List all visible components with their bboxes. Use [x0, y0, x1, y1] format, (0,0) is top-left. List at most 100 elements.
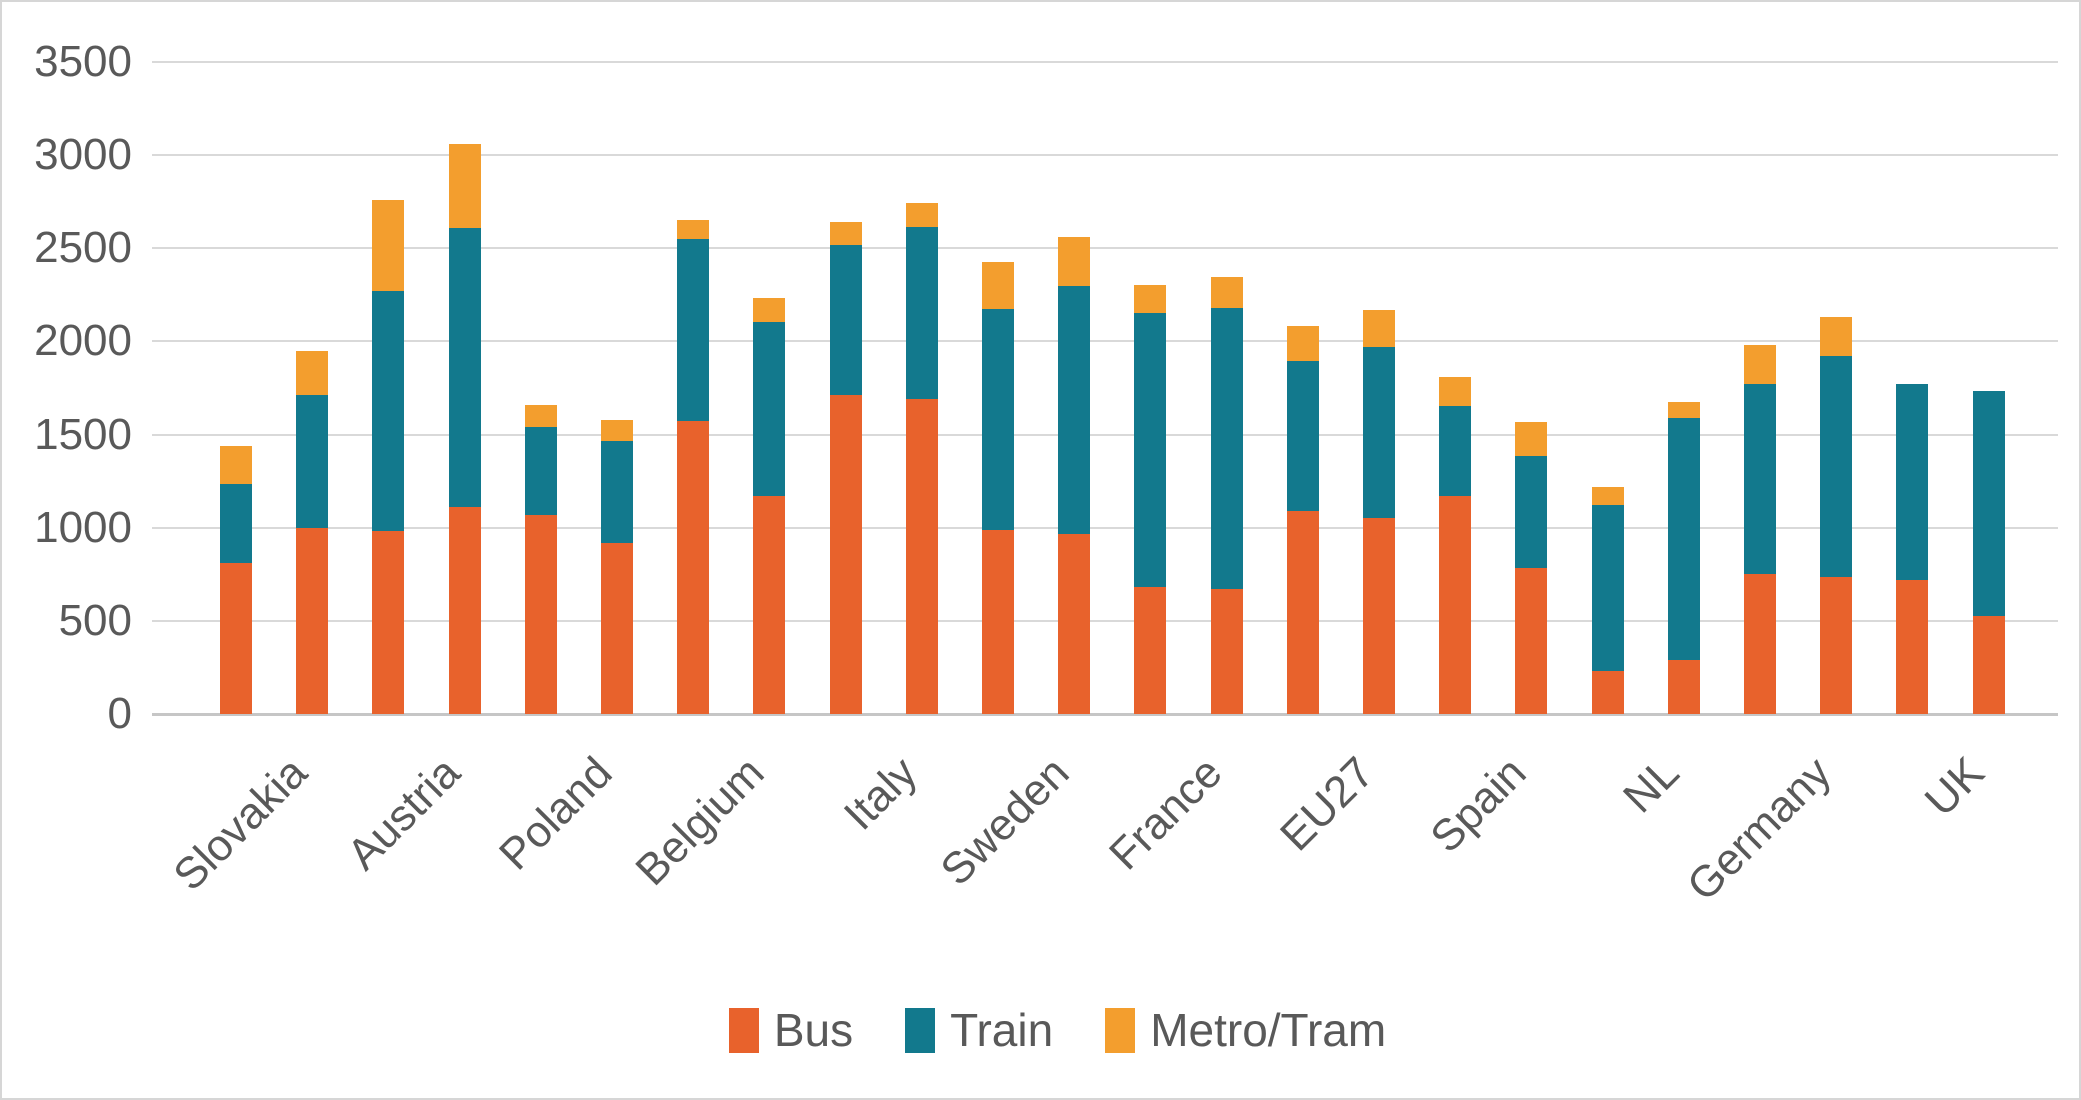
- bar-segment-metro-tram-8: [829, 222, 862, 246]
- bar-segment-metro-tram-14: [1286, 325, 1319, 361]
- bar-segment-bus-23: [1972, 616, 2005, 714]
- bar-segment-metro-tram-3: [448, 143, 481, 228]
- bar-segment-metro-tram-9: [905, 202, 938, 227]
- y-tick-label-3000: 3000: [34, 130, 132, 180]
- y-tick-label-1000: 1000: [34, 502, 132, 552]
- bar-segment-bus-21: [1820, 577, 1853, 714]
- bar-segment-metro-tram-19: [1667, 401, 1700, 418]
- x-tick-label-spain: Spain: [1421, 747, 1536, 863]
- gridline-1000: [152, 526, 2058, 529]
- x-tick-label-france: France: [1099, 747, 1232, 880]
- bar-segment-bus-10: [982, 529, 1014, 714]
- gridline-2500: [152, 247, 2058, 250]
- gridline-2000: [152, 340, 2058, 343]
- bar-segment-metro-tram-21: [1820, 317, 1853, 357]
- bar-segment-bus-4: [524, 514, 557, 714]
- bar-segment-train-20: [1744, 384, 1776, 575]
- bar-segment-bus-16: [1439, 496, 1472, 714]
- bar-segment-train-3: [448, 227, 481, 508]
- y-tick-label-2500: 2500: [34, 223, 132, 273]
- bar-segment-bus-14: [1286, 510, 1319, 714]
- chart-legend: Bus Train Metro/Tram: [2, 1004, 2079, 1056]
- x-tick-label-uk: UK: [1915, 747, 1994, 826]
- bar-segment-train-13: [1210, 307, 1243, 590]
- bar-segment-bus-22: [1896, 579, 1929, 714]
- legend-label: Metro/Tram: [1150, 1004, 1387, 1056]
- bar-segment-train-16: [1439, 405, 1472, 497]
- bar-segment-bus-7: [753, 496, 786, 714]
- bar-segment-train-11: [1058, 285, 1091, 535]
- bar-segment-train-0: [220, 483, 252, 564]
- bar-segment-train-1: [296, 395, 329, 528]
- gridline-3500: [152, 61, 2058, 63]
- bar-segment-metro-tram-18: [1591, 486, 1624, 506]
- bar-segment-bus-6: [677, 420, 710, 714]
- bar-segment-metro-tram-15: [1363, 309, 1395, 347]
- bar-segment-bus-8: [829, 394, 862, 714]
- bar-segment-train-18: [1591, 505, 1624, 672]
- bar-segment-train-9: [905, 226, 938, 400]
- bar-segment-metro-tram-7: [753, 297, 786, 322]
- x-tick-label-germany: Germany: [1678, 747, 1841, 911]
- x-tick-label-nl: NL: [1613, 747, 1689, 823]
- bar-segment-train-15: [1363, 347, 1395, 519]
- x-tick-label-slovakia: Slovakia: [164, 747, 317, 901]
- bar-segment-bus-12: [1134, 587, 1167, 714]
- bar-segment-bus-13: [1210, 589, 1243, 714]
- legend-label: Train: [950, 1004, 1054, 1056]
- bar-segment-bus-18: [1591, 671, 1624, 714]
- bar-segment-train-7: [753, 321, 786, 497]
- bar-segment-bus-3: [448, 507, 481, 714]
- bar-segment-metro-tram-6: [677, 220, 710, 239]
- gridline-500: [152, 619, 2058, 622]
- y-tick-label-0: 0: [107, 689, 132, 738]
- x-tick-label-italy: Italy: [834, 747, 927, 840]
- x-tick-label-eu27: EU27: [1270, 747, 1384, 861]
- bar-segment-train-8: [829, 245, 862, 395]
- bar-segment-bus-1: [296, 527, 329, 714]
- bar-segment-bus-9: [905, 399, 938, 714]
- bar-segment-train-19: [1667, 417, 1700, 660]
- bar-segment-metro-tram-20: [1744, 345, 1776, 385]
- bar-segment-train-22: [1896, 384, 1929, 580]
- bar-segment-metro-tram-2: [372, 199, 405, 292]
- bar-segment-metro-tram-10: [982, 262, 1014, 309]
- bar-segment-train-5: [601, 441, 633, 543]
- bar-segment-bus-15: [1363, 518, 1395, 714]
- bar-segment-train-2: [372, 291, 405, 531]
- bar-segment-bus-5: [601, 542, 633, 714]
- bar-segment-metro-tram-11: [1058, 237, 1091, 286]
- bar-segment-bus-17: [1515, 567, 1548, 714]
- legend-item-metro-tram: Metro/Tram: [1105, 1007, 1386, 1053]
- legend-label: Bus: [773, 1004, 854, 1056]
- bar-segment-train-6: [677, 238, 710, 421]
- x-axis-line: [152, 713, 2058, 716]
- bar-segment-train-21: [1820, 356, 1853, 578]
- x-tick-label-austria: Austria: [337, 747, 470, 880]
- bar-segment-metro-tram-1: [296, 350, 329, 396]
- bar-segment-bus-19: [1667, 659, 1700, 714]
- legend-swatch-icon: [1105, 1007, 1136, 1053]
- legend-swatch-icon: [905, 1007, 936, 1053]
- bar-segment-bus-11: [1058, 534, 1091, 714]
- y-tick-label-500: 500: [58, 595, 132, 645]
- x-tick-label-poland: Poland: [489, 747, 622, 880]
- bar-segment-metro-tram-4: [524, 404, 557, 428]
- gridline-1500: [152, 433, 2058, 436]
- bar-segment-train-10: [982, 308, 1014, 530]
- bar-segment-bus-20: [1744, 574, 1776, 714]
- bar-segment-train-23: [1972, 390, 2005, 617]
- bar-segment-train-17: [1515, 455, 1548, 568]
- bar-segment-bus-2: [372, 530, 405, 714]
- legend-swatch-icon: [728, 1007, 759, 1053]
- legend-item-bus: Bus: [728, 1004, 854, 1056]
- bar-segment-metro-tram-0: [220, 445, 252, 484]
- bar-segment-bus-0: [220, 563, 252, 714]
- x-tick-label-belgium: Belgium: [626, 747, 774, 895]
- bar-segment-metro-tram-17: [1515, 422, 1548, 456]
- y-tick-label-3500: 3500: [34, 37, 132, 86]
- legend-item-train: Train: [905, 1007, 1053, 1053]
- bar-segment-train-4: [524, 427, 557, 515]
- y-tick-label-1500: 1500: [34, 409, 132, 459]
